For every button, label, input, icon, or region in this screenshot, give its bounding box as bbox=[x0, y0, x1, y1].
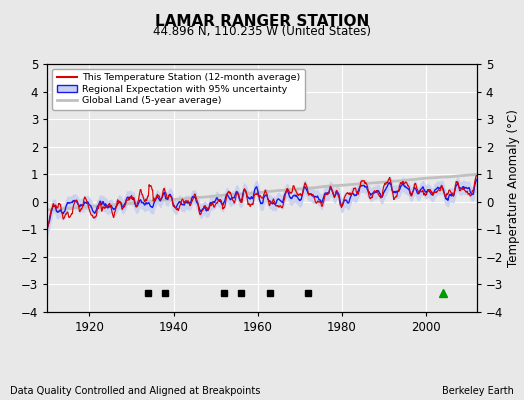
Regional Expectation with 95% uncertainty bbox=[44, 226, 50, 231]
This Temperature Station (12-month average) bbox=[473, 173, 479, 178]
Text: Berkeley Earth: Berkeley Earth bbox=[442, 386, 514, 396]
This Temperature Station (12-month average) bbox=[53, 203, 59, 208]
Regional Expectation with 95% uncertainty bbox=[473, 177, 479, 182]
Global Land (5-year average) bbox=[465, 173, 471, 178]
This Temperature Station (12-month average) bbox=[464, 190, 471, 195]
Global Land (5-year average) bbox=[340, 183, 346, 188]
Text: Data Quality Controlled and Aligned at Breakpoints: Data Quality Controlled and Aligned at B… bbox=[10, 386, 261, 396]
Regional Expectation with 95% uncertainty bbox=[454, 182, 460, 186]
This Temperature Station (12-month average) bbox=[454, 180, 460, 185]
Text: 44.896 N, 110.235 W (United States): 44.896 N, 110.235 W (United States) bbox=[153, 25, 371, 38]
Line: Global Land (5-year average): Global Land (5-year average) bbox=[47, 174, 476, 210]
Regional Expectation with 95% uncertainty bbox=[464, 186, 471, 191]
Regional Expectation with 95% uncertainty bbox=[271, 200, 277, 205]
Regional Expectation with 95% uncertainty bbox=[398, 184, 404, 188]
Line: This Temperature Station (12-month average): This Temperature Station (12-month avera… bbox=[47, 176, 476, 230]
Global Land (5-year average) bbox=[48, 207, 54, 212]
Global Land (5-year average) bbox=[473, 172, 479, 177]
Global Land (5-year average) bbox=[398, 178, 405, 183]
This Temperature Station (12-month average) bbox=[44, 228, 50, 232]
Global Land (5-year average) bbox=[454, 174, 461, 178]
Global Land (5-year average) bbox=[44, 207, 50, 212]
Line: Regional Expectation with 95% uncertainty: Regional Expectation with 95% uncertaint… bbox=[47, 180, 476, 229]
This Temperature Station (12-month average) bbox=[398, 180, 404, 185]
Regional Expectation with 95% uncertainty bbox=[53, 206, 59, 211]
This Temperature Station (12-month average) bbox=[340, 203, 346, 208]
Y-axis label: Temperature Anomaly (°C): Temperature Anomaly (°C) bbox=[507, 109, 520, 267]
This Temperature Station (12-month average) bbox=[271, 198, 277, 203]
Regional Expectation with 95% uncertainty bbox=[340, 203, 346, 208]
Global Land (5-year average) bbox=[271, 188, 277, 193]
Text: LAMAR RANGER STATION: LAMAR RANGER STATION bbox=[155, 14, 369, 29]
Global Land (5-year average) bbox=[53, 207, 59, 212]
